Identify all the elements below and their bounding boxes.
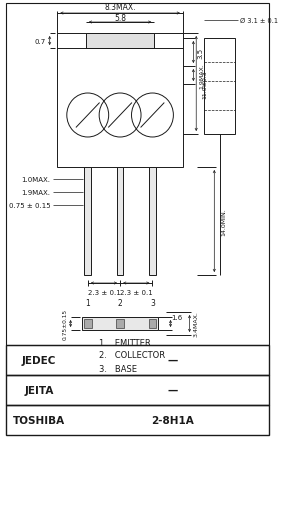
Bar xyxy=(117,168,124,275)
Text: JEITA: JEITA xyxy=(24,385,54,395)
Bar xyxy=(57,34,183,168)
Bar xyxy=(204,39,235,135)
Text: 0.75±0.15: 0.75±0.15 xyxy=(62,309,67,339)
Text: 14.0MIN.: 14.0MIN. xyxy=(221,208,226,235)
Bar xyxy=(84,319,91,328)
Text: 1.   EMITTER: 1. EMITTER xyxy=(99,338,151,347)
Text: 3.4MAX.: 3.4MAX. xyxy=(194,311,199,337)
Text: 1.0MAX.: 1.0MAX. xyxy=(22,177,51,183)
Bar xyxy=(6,375,269,405)
Text: 1.6: 1.6 xyxy=(172,315,183,321)
Bar xyxy=(82,317,158,330)
Text: JEDEC: JEDEC xyxy=(22,356,57,365)
Text: 5.8: 5.8 xyxy=(114,14,126,22)
Text: 3: 3 xyxy=(150,298,155,307)
Text: 3.   BASE: 3. BASE xyxy=(99,364,137,373)
Bar xyxy=(116,319,124,328)
Text: 1.9MAX.: 1.9MAX. xyxy=(199,63,204,89)
Bar xyxy=(6,345,269,375)
Text: 2.3 ± 0.1: 2.3 ± 0.1 xyxy=(87,289,120,295)
Text: 2-8H1A: 2-8H1A xyxy=(151,415,194,425)
Text: TOSHIBA: TOSHIBA xyxy=(13,415,65,425)
Text: —: — xyxy=(167,356,178,365)
Bar xyxy=(84,168,91,275)
Bar xyxy=(86,34,154,49)
Text: 2.3 ± 0.1: 2.3 ± 0.1 xyxy=(120,289,153,295)
Text: 2.   COLLECTOR: 2. COLLECTOR xyxy=(99,351,165,360)
Text: Ø 3.1 ± 0.1: Ø 3.1 ± 0.1 xyxy=(240,18,278,24)
Text: 1.9MAX.: 1.9MAX. xyxy=(22,189,51,195)
Text: 0.75 ± 0.15: 0.75 ± 0.15 xyxy=(9,203,51,209)
Text: 2: 2 xyxy=(118,298,122,307)
Text: 11.0±0.3: 11.0±0.3 xyxy=(202,70,207,98)
Text: 3.5: 3.5 xyxy=(197,47,203,59)
Text: 8.3MAX.: 8.3MAX. xyxy=(104,3,136,12)
Bar xyxy=(6,4,269,345)
Bar xyxy=(149,168,156,275)
Text: 0.7: 0.7 xyxy=(35,38,46,44)
Bar xyxy=(149,319,156,328)
Text: —: — xyxy=(167,385,178,395)
Text: 1: 1 xyxy=(85,298,90,307)
Bar xyxy=(6,405,269,435)
